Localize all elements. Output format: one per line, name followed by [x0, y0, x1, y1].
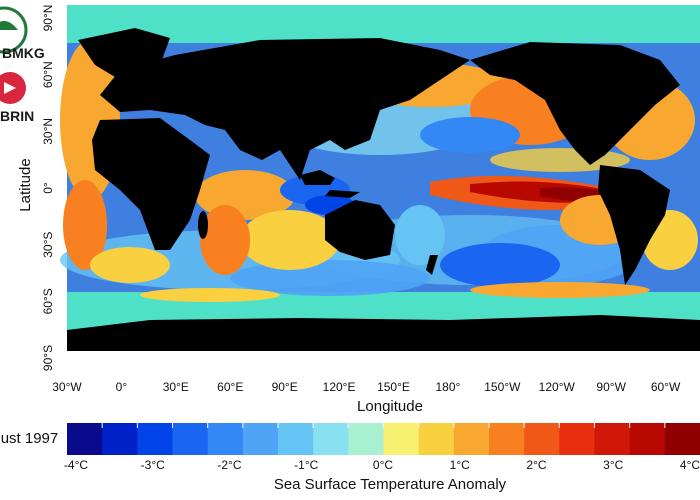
colorbar-tick-label: 0°C	[373, 458, 393, 472]
bmkg-logo: BMKG	[0, 6, 45, 61]
brin-logo: BRIN	[0, 72, 34, 124]
colorbar	[67, 423, 700, 455]
colorbar-swatch	[664, 423, 700, 455]
colorbar-swatch	[629, 423, 666, 455]
colorbar-swatch	[418, 423, 455, 455]
latitude-tick-label: 0°	[41, 182, 55, 194]
colorbar-tick-label: -4°C	[64, 458, 88, 472]
colorbar-swatch	[524, 423, 560, 455]
longitude-tick-label: 120°W	[539, 380, 576, 394]
longitude-tick-label: 150°E	[377, 380, 410, 394]
colorbar-date-label: August 1997	[0, 430, 58, 447]
latitude-tick-label: 30°S	[41, 232, 55, 258]
latitude-tick-labels: 90°N 60°N 30°N 0° 30°S 60°S 90°S	[41, 5, 55, 371]
colorbar-swatch	[594, 423, 631, 455]
latitude-tick-label: 90°S	[41, 345, 55, 371]
x-axis-title: Longitude	[357, 398, 423, 415]
latitude-tick-label: 90°N	[41, 5, 55, 32]
colorbar-swatch	[207, 423, 244, 455]
brin-logo-text: BRIN	[0, 108, 34, 124]
arctic-mask	[67, 5, 700, 43]
latitude-tick-label: 60°N	[41, 61, 55, 88]
colorbar-swatch	[383, 423, 420, 455]
longitude-tick-label: 150°W	[484, 380, 521, 394]
longitude-tick-label: 120°E	[323, 380, 356, 394]
colorbar-tick-labels: -4°C -3°C -2°C -1°C 0°C 1°C 2°C 3°C 4°C	[64, 458, 700, 472]
colorbar-swatch	[67, 423, 103, 455]
longitude-tick-label: 0°	[116, 380, 128, 394]
colorbar-tick-label: -3°C	[141, 458, 165, 472]
longitude-tick-label: 90°W	[596, 380, 626, 394]
latitude-tick-label: 60°S	[41, 288, 55, 314]
colorbar-swatch	[453, 423, 490, 455]
longitude-tick-label: 180°	[436, 380, 461, 394]
colorbar-title: Sea Surface Temperature Anomaly	[274, 476, 507, 493]
colorbar-swatch	[137, 423, 173, 455]
colorbar-tick-label: -1°C	[294, 458, 318, 472]
y-axis-title: Latitude	[17, 158, 34, 211]
longitude-tick-label: 30°W	[52, 380, 82, 394]
colorbar-swatch	[172, 423, 209, 455]
colorbar-tick-label: 4°C	[680, 458, 700, 472]
colorbar-swatch	[489, 423, 525, 455]
colorbar-swatch	[559, 423, 595, 455]
colorbar-swatch	[242, 423, 279, 455]
longitude-tick-label: 60°E	[217, 380, 243, 394]
colorbar-swatch	[102, 423, 138, 455]
colorbar-swatch	[313, 423, 349, 455]
longitude-tick-labels: 30°W 0° 30°E 60°E 90°E 120°E 150°E 180° 150°W 120…	[52, 380, 681, 394]
longitude-tick-label: 60°W	[651, 380, 681, 394]
latitude-tick-label: 30°N	[41, 118, 55, 145]
colorbar-swatch	[278, 423, 314, 455]
longitude-tick-label: 90°E	[272, 380, 298, 394]
colorbar-tick-label: -2°C	[217, 458, 241, 472]
colorbar-tick-label: 1°C	[450, 458, 470, 472]
longitude-tick-label: 30°E	[163, 380, 189, 394]
bmkg-logo-text: BMKG	[2, 45, 45, 61]
colorbar-tick-label: 3°C	[603, 458, 623, 472]
colorbar-swatch	[348, 423, 384, 455]
colorbar-tick-label: 2°C	[526, 458, 546, 472]
land-layer	[67, 28, 700, 351]
